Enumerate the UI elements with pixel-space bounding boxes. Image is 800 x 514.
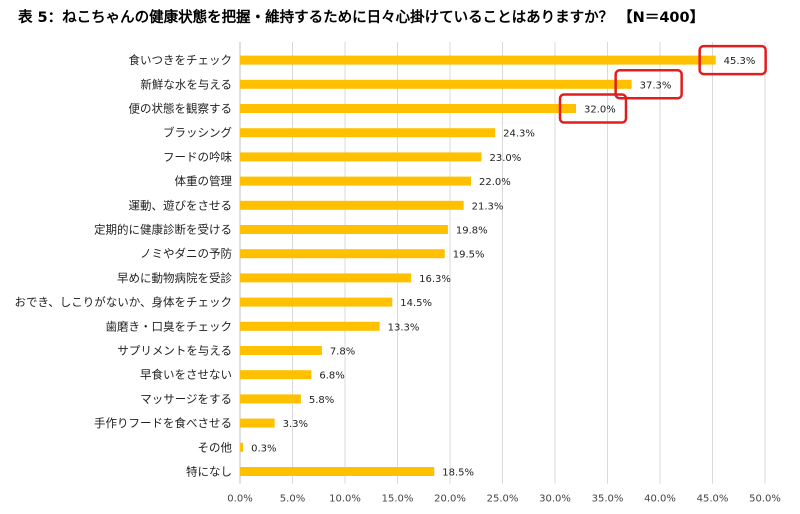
highlight-boxes (558, 44, 767, 124)
bar (240, 418, 275, 428)
bar (240, 200, 464, 210)
x-tick-label: 0.0% (227, 494, 252, 505)
x-tick-label: 45.0% (697, 494, 729, 505)
x-tick-label: 50.0% (749, 494, 781, 505)
data-label: 32.0% (584, 105, 616, 116)
bar (240, 370, 312, 380)
bar (240, 249, 445, 259)
data-label: 21.3% (472, 201, 504, 212)
data-label: 16.3% (419, 274, 451, 285)
x-tick-label: 30.0% (539, 494, 571, 505)
data-label: 19.8% (456, 226, 488, 237)
bar (240, 467, 435, 476)
bar (240, 104, 576, 113)
value-labels: 45.3% 37.3% 32.0% 24.3% 23.0% 22.0% 21.3% 19.8%… (251, 56, 755, 478)
category-label: サプリメントを与える (117, 344, 232, 358)
category-label: フードの吟味 (163, 150, 232, 164)
bar (240, 321, 380, 331)
data-label: 13.3% (388, 322, 420, 333)
x-tick-label: 25.0% (487, 494, 519, 505)
category-label: マッサージをする (140, 392, 232, 406)
category-label: 体重の管理 (175, 174, 233, 188)
bar (240, 273, 412, 283)
category-label: 便の状態を観察する (129, 102, 233, 116)
bars (240, 55, 716, 476)
x-tick-label: 20.0% (434, 494, 466, 505)
category-label: ブラッシング (163, 126, 232, 140)
category-label: ノミやダニの予防 (140, 247, 232, 261)
bar (240, 442, 244, 452)
bar (240, 152, 482, 162)
category-labels: 食いつきをチェック新鮮な水を与える便の状態を観察するブラッシングフードの吟味体重… (15, 53, 233, 478)
x-tick-label: 15.0% (382, 494, 414, 505)
data-label: 45.3% (724, 56, 756, 67)
category-label: 早めに動物病院を受診 (117, 271, 232, 285)
category-label: 特になし (186, 465, 232, 479)
bar (240, 297, 393, 307)
data-label: 14.5% (400, 298, 432, 309)
category-label: 歯磨き・口臭をチェック (106, 319, 233, 333)
data-label: 7.8% (330, 347, 355, 358)
data-label: 3.3% (283, 419, 308, 430)
category-label: 新鮮な水を与える (140, 77, 232, 91)
data-label: 37.3% (640, 80, 672, 91)
grid-lines (239, 42, 766, 484)
bar (240, 176, 471, 186)
data-label: 19.5% (453, 250, 485, 261)
data-label: 18.5% (442, 468, 474, 479)
data-label: 24.3% (503, 129, 535, 140)
data-label: 5.8% (309, 395, 334, 406)
bar (240, 55, 716, 65)
data-label: 6.8% (319, 371, 344, 382)
category-label: 定期的に健康診断を受ける (94, 223, 232, 237)
category-label: その他 (198, 440, 233, 454)
highlight-box (698, 44, 767, 76)
data-label: 23.0% (490, 153, 522, 164)
x-tick-label: 5.0% (280, 494, 305, 505)
category-label: おでき、しこりがないか、身体をチェック (15, 295, 232, 309)
bar (240, 394, 301, 404)
bar (240, 346, 322, 355)
x-axis-ticks: 0.0% 5.0% 10.0% 15.0% 20.0% 25.0% 30.0% 35.0% 40… (227, 494, 781, 505)
x-tick-label: 35.0% (592, 494, 624, 505)
category-label: 手作りフードを食べさせる (94, 416, 232, 430)
x-tick-label: 10.0% (329, 494, 361, 505)
category-label: 運動、遊びをさせる (129, 198, 233, 212)
category-label: 早食いをさせない (140, 368, 232, 382)
highlight-box (614, 69, 683, 100)
bar (240, 225, 448, 234)
bar (240, 79, 632, 89)
highlight-box (558, 93, 628, 124)
x-tick-label: 40.0% (644, 494, 676, 505)
chart-title: 表 5：ねこちゃんの健康状態を把握・維持するために日々心掛けていることはあります… (18, 10, 705, 26)
data-label: 0.3% (251, 443, 276, 454)
category-label: 食いつきをチェック (129, 53, 233, 67)
bar (240, 128, 496, 138)
data-label: 22.0% (479, 177, 511, 188)
